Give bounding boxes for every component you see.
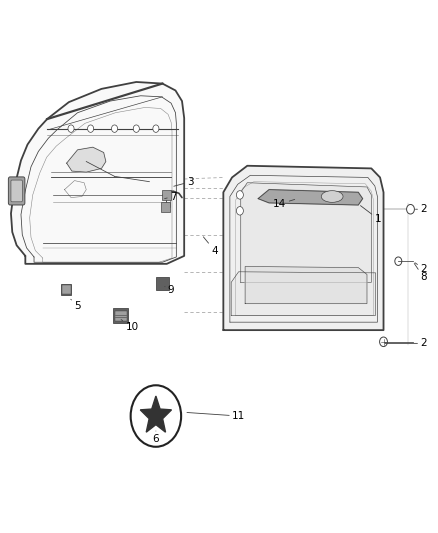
Text: 5: 5	[71, 299, 81, 311]
Circle shape	[153, 125, 159, 132]
Circle shape	[380, 337, 388, 346]
FancyBboxPatch shape	[115, 311, 127, 321]
FancyBboxPatch shape	[156, 277, 169, 290]
FancyBboxPatch shape	[61, 284, 71, 295]
FancyBboxPatch shape	[11, 180, 22, 202]
Text: 3: 3	[174, 176, 194, 187]
Text: 7: 7	[165, 191, 177, 201]
Ellipse shape	[321, 191, 343, 203]
Text: 11: 11	[187, 411, 245, 421]
Text: 14: 14	[273, 199, 295, 209]
Text: 2: 2	[385, 338, 427, 349]
Text: 2: 2	[416, 204, 427, 214]
Polygon shape	[241, 183, 371, 282]
Text: 10: 10	[121, 319, 138, 333]
FancyBboxPatch shape	[162, 190, 171, 200]
FancyBboxPatch shape	[161, 202, 170, 212]
Circle shape	[237, 191, 244, 199]
Polygon shape	[67, 147, 106, 172]
Polygon shape	[140, 396, 172, 432]
Circle shape	[395, 257, 402, 265]
Text: 6: 6	[152, 431, 159, 444]
Text: 1: 1	[360, 206, 381, 224]
Text: 8: 8	[414, 263, 427, 282]
Polygon shape	[223, 166, 384, 330]
FancyBboxPatch shape	[8, 177, 25, 205]
Text: 2: 2	[415, 263, 427, 273]
Circle shape	[68, 125, 74, 132]
Text: 9: 9	[165, 285, 174, 295]
Circle shape	[88, 125, 94, 132]
Text: 4: 4	[203, 237, 218, 256]
Polygon shape	[258, 190, 363, 205]
Polygon shape	[231, 272, 376, 316]
Polygon shape	[11, 82, 184, 264]
Circle shape	[133, 125, 139, 132]
Circle shape	[131, 385, 181, 447]
Circle shape	[406, 205, 414, 214]
Polygon shape	[245, 266, 367, 304]
Circle shape	[112, 125, 117, 132]
Circle shape	[237, 207, 244, 215]
FancyBboxPatch shape	[62, 285, 71, 294]
FancyBboxPatch shape	[113, 309, 128, 323]
